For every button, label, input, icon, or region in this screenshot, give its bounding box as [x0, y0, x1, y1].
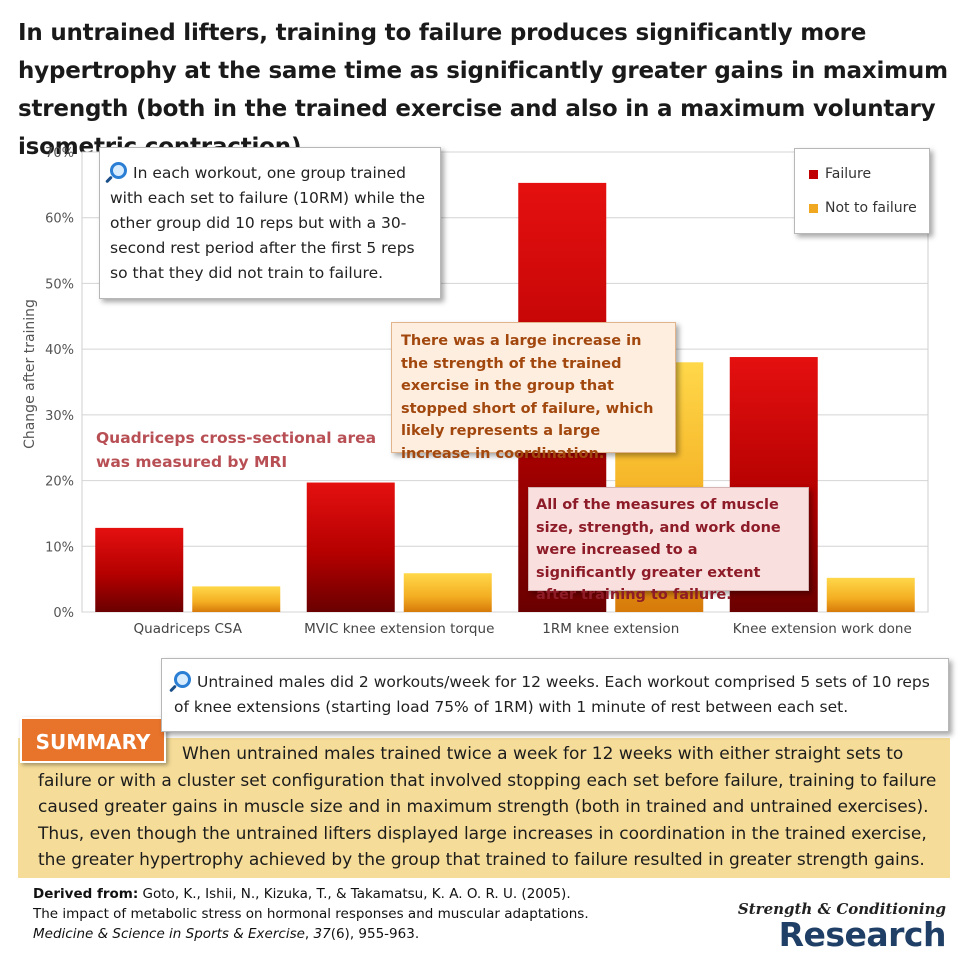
summary-text: When untrained males trained twice a wee… — [38, 744, 937, 870]
y-tick-label: 20% — [45, 475, 74, 490]
brand-bottom: Research — [778, 915, 947, 954]
magnifier-icon — [174, 671, 191, 688]
legend-item-not-failure: Not to failure — [809, 198, 917, 218]
x-tick-label: Knee extension work done — [733, 621, 912, 637]
legend-swatch-not-failure — [809, 203, 818, 213]
coordination-callout: There was a large increase in the streng… — [391, 322, 676, 462]
bar-not-failure — [403, 573, 492, 612]
bar-failure — [306, 482, 395, 612]
method-callout: In each workout, one group trained with … — [99, 147, 441, 299]
citation: Derived from: Goto, K., Ishii, N., Kizuk… — [33, 886, 589, 942]
citation-pages: (6), 955-963. — [330, 926, 420, 942]
y-tick-label: 70% — [45, 146, 74, 161]
legend-label-failure: Failure — [825, 166, 872, 182]
measures-callout-text: All of the measures of muscle size, stre… — [536, 497, 781, 603]
coordination-callout-text: There was a large increase in the streng… — [401, 333, 654, 462]
x-tick-label: Quadriceps CSA — [134, 621, 243, 637]
bar-failure — [95, 527, 184, 612]
legend-item-failure: Failure — [809, 164, 871, 184]
brand-top: Strength & Conditioning — [737, 900, 946, 918]
measures-callout: All of the measures of muscle size, stre… — [528, 487, 809, 603]
y-axis-label: Change after training — [22, 299, 38, 449]
magnifier-icon — [110, 162, 127, 179]
y-tick-label: 10% — [45, 540, 74, 555]
mri-callout: Quadriceps cross-sectional area was meas… — [96, 426, 386, 474]
citation-authors: Goto, K., Ishii, N., Kizuka, T., & Takam… — [142, 886, 571, 902]
citation-journal: Medicine & Science in Sports & Exercise — [33, 926, 305, 942]
y-tick-label: 60% — [45, 212, 74, 227]
summary-band — [18, 738, 950, 878]
y-tick-label: 0% — [53, 606, 74, 621]
legend-swatch-failure — [809, 169, 818, 179]
y-tick-label: 30% — [45, 409, 74, 424]
protocol-callout-text: Untrained males did 2 workouts/week for … — [174, 673, 930, 716]
protocol-callout: Untrained males did 2 workouts/week for … — [161, 658, 949, 732]
y-tick-label: 50% — [45, 277, 74, 292]
bar-not-failure — [192, 586, 281, 612]
legend: Failure Not to failure — [794, 148, 930, 234]
y-tick-label: 40% — [45, 343, 74, 358]
brand-logo: Strength & Conditioning Research — [737, 900, 947, 954]
mri-callout-text: Quadriceps cross-sectional area was meas… — [96, 429, 377, 471]
summary-label: SUMMARY — [20, 717, 166, 763]
x-tick-label: MVIC knee extension torque — [304, 621, 494, 637]
x-tick-label: 1RM knee extension — [542, 621, 679, 637]
method-callout-text: In each workout, one group trained with … — [110, 164, 426, 282]
citation-volume: 37 — [313, 926, 331, 942]
legend-label-not-failure: Not to failure — [825, 200, 917, 216]
headline: In untrained lifters, training to failur… — [18, 20, 948, 160]
citation-title: The impact of metabolic stress on hormon… — [33, 906, 589, 922]
bar-not-failure — [826, 577, 915, 612]
citation-label: Derived from: — [33, 886, 139, 902]
